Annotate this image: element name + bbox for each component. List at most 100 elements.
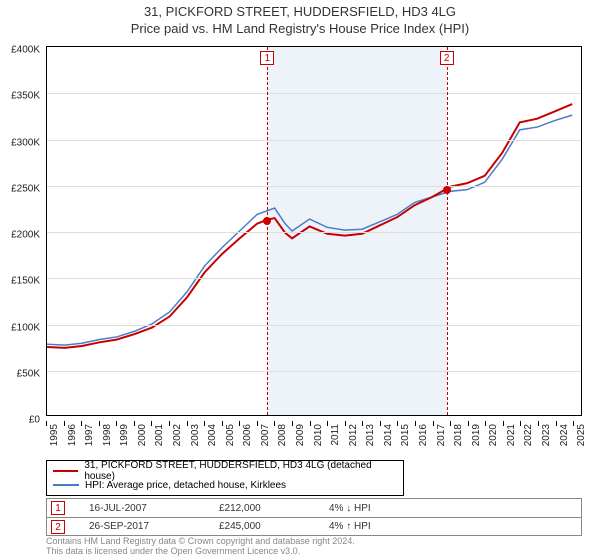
x-tick-label: 2003 <box>190 424 201 446</box>
x-tick-mark <box>116 421 117 426</box>
x-tick-label: 2024 <box>559 424 570 446</box>
sale-price: £245,000 <box>219 521 329 532</box>
x-tick-mark <box>380 421 381 426</box>
x-axis: 1995 1996 1997 1998 1999 2000 2001 2002 2003 2004… <box>46 422 584 460</box>
x-tick-label: 1999 <box>119 424 130 446</box>
gridline <box>47 371 581 372</box>
x-tick-mark <box>310 421 311 426</box>
x-tick-label: 2006 <box>242 424 253 446</box>
x-tick-mark <box>222 421 223 426</box>
x-tick-mark <box>450 421 451 426</box>
sale-delta: 4% ↑ HPI <box>329 521 419 532</box>
x-tick-mark <box>99 421 100 426</box>
gridline <box>47 93 581 94</box>
x-tick-mark <box>64 421 65 426</box>
x-tick-label: 1998 <box>102 424 113 446</box>
sale-table: 116-JUL-2007£212,0004% ↓ HPI226-SEP-2017… <box>46 498 582 536</box>
sale-marker: 2 <box>440 51 454 65</box>
y-tick-label: £400K <box>11 45 40 56</box>
x-tick-mark <box>520 421 521 426</box>
legend-swatch <box>53 470 78 472</box>
y-tick-label: £100K <box>11 322 40 333</box>
legend-box: 31, PICKFORD STREET, HUDDERSFIELD, HD3 4… <box>46 460 404 496</box>
gridline <box>47 325 581 326</box>
sale-num-badge: 2 <box>51 520 65 534</box>
series-line <box>47 104 572 348</box>
x-tick-mark <box>345 421 346 426</box>
x-tick-label: 2020 <box>488 424 499 446</box>
x-tick-mark <box>485 421 486 426</box>
x-tick-mark <box>397 421 398 426</box>
x-tick-mark <box>134 421 135 426</box>
sale-vline <box>267 47 268 415</box>
chart-container: 31, PICKFORD STREET, HUDDERSFIELD, HD3 4… <box>0 0 600 560</box>
x-tick-label: 2001 <box>154 424 165 446</box>
x-tick-label: 2004 <box>207 424 218 446</box>
x-tick-label: 2021 <box>506 424 517 446</box>
x-tick-mark <box>573 421 574 426</box>
x-tick-mark <box>362 421 363 426</box>
series-line <box>47 115 572 345</box>
x-tick-mark <box>169 421 170 426</box>
y-axis: £0£50K£100K£150K£200K£250K£300K£350K£400… <box>0 50 44 422</box>
legend-row: 31, PICKFORD STREET, HUDDERSFIELD, HD3 4… <box>53 464 397 478</box>
x-tick-label: 2009 <box>295 424 306 446</box>
x-tick-label: 2017 <box>436 424 447 446</box>
x-tick-mark <box>468 421 469 426</box>
x-tick-label: 2025 <box>576 424 587 446</box>
y-tick-label: £50K <box>17 368 40 379</box>
x-tick-label: 2019 <box>471 424 482 446</box>
x-tick-label: 1996 <box>67 424 78 446</box>
title-block: 31, PICKFORD STREET, HUDDERSFIELD, HD3 4… <box>0 0 600 36</box>
title-line2: Price paid vs. HM Land Registry's House … <box>0 21 600 36</box>
y-tick-label: £350K <box>11 91 40 102</box>
footer-line2: This data is licensed under the Open Gov… <box>46 546 582 556</box>
x-tick-label: 2008 <box>277 424 288 446</box>
x-tick-mark <box>292 421 293 426</box>
x-tick-mark <box>204 421 205 426</box>
y-tick-label: £0 <box>29 415 40 426</box>
x-tick-label: 1997 <box>84 424 95 446</box>
sale-marker: 1 <box>260 51 274 65</box>
x-tick-label: 2014 <box>383 424 394 446</box>
x-tick-mark <box>556 421 557 426</box>
x-tick-mark <box>538 421 539 426</box>
x-tick-label: 2023 <box>541 424 552 446</box>
x-tick-mark <box>415 421 416 426</box>
x-tick-label: 2018 <box>453 424 464 446</box>
chart-lines <box>47 47 581 415</box>
x-tick-label: 2002 <box>172 424 183 446</box>
x-tick-label: 2000 <box>137 424 148 446</box>
y-tick-label: £150K <box>11 276 40 287</box>
gridline <box>47 140 581 141</box>
gridline <box>47 278 581 279</box>
x-tick-mark <box>257 421 258 426</box>
x-tick-label: 2015 <box>400 424 411 446</box>
legend-label: HPI: Average price, detached house, Kirk… <box>85 480 286 491</box>
x-tick-mark <box>274 421 275 426</box>
x-tick-label: 2013 <box>365 424 376 446</box>
x-tick-label: 2010 <box>313 424 324 446</box>
sale-num-badge: 1 <box>51 501 65 515</box>
x-tick-mark <box>81 421 82 426</box>
x-tick-label: 2011 <box>330 424 341 446</box>
title-line1: 31, PICKFORD STREET, HUDDERSFIELD, HD3 4… <box>0 4 600 19</box>
footer-attribution: Contains HM Land Registry data © Crown c… <box>46 536 582 557</box>
y-tick-label: £250K <box>11 183 40 194</box>
x-tick-mark <box>46 421 47 426</box>
x-tick-label: 2007 <box>260 424 271 446</box>
x-tick-label: 1995 <box>49 424 60 446</box>
x-tick-mark <box>151 421 152 426</box>
x-tick-mark <box>239 421 240 426</box>
gridline <box>47 232 581 233</box>
sale-table-row: 226-SEP-2017£245,0004% ↑ HPI <box>47 517 581 535</box>
x-tick-label: 2012 <box>348 424 359 446</box>
y-tick-label: £200K <box>11 230 40 241</box>
x-tick-mark <box>327 421 328 426</box>
x-tick-label: 2022 <box>523 424 534 446</box>
legend-swatch <box>53 484 79 486</box>
sale-delta: 4% ↓ HPI <box>329 503 419 514</box>
sale-vline <box>447 47 448 415</box>
sale-date: 16-JUL-2007 <box>89 503 219 514</box>
sale-point <box>263 217 271 225</box>
